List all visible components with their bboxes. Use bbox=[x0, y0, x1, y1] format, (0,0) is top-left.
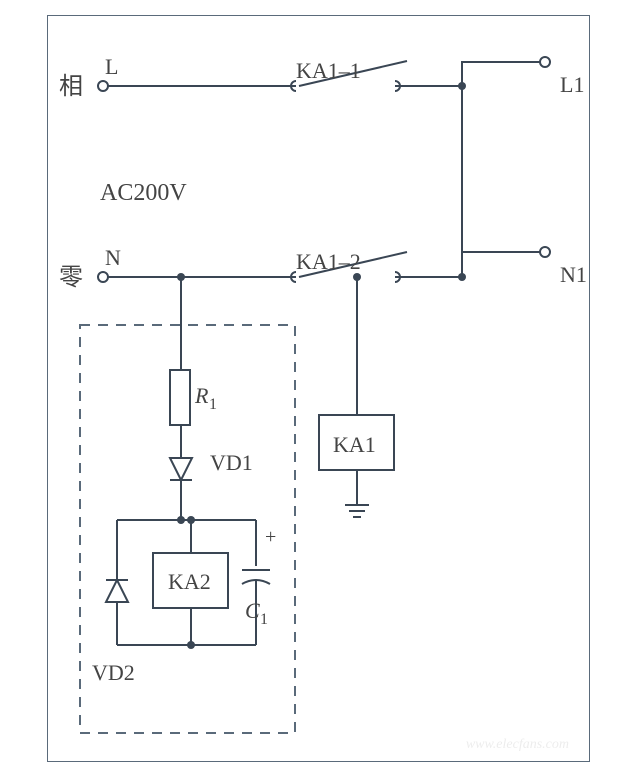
diode-vd2-triangle bbox=[106, 580, 128, 602]
label-L1: L1 bbox=[560, 72, 584, 97]
watermark-text: www.elecfans.com bbox=[466, 737, 569, 752]
junction bbox=[458, 82, 466, 90]
label-vd2: VD2 bbox=[92, 660, 135, 685]
label-r1-sub: 1 bbox=[209, 396, 217, 413]
label-vd1: VD1 bbox=[210, 450, 253, 475]
label-phase-zh: 相 bbox=[59, 73, 83, 100]
terminal-L bbox=[98, 81, 108, 91]
resistor-r1 bbox=[170, 370, 190, 425]
wire bbox=[462, 252, 545, 277]
terminal-N bbox=[98, 272, 108, 282]
label-neutral-zh: 零 bbox=[59, 265, 83, 291]
label-r1: R bbox=[194, 383, 209, 408]
terminal-N1 bbox=[540, 247, 550, 257]
label-plus: + bbox=[265, 526, 276, 548]
label-c1: C bbox=[245, 598, 260, 623]
label-c1-sub: 1 bbox=[260, 611, 268, 628]
junction bbox=[187, 641, 195, 649]
terminal-L1 bbox=[540, 57, 550, 67]
label-N1: N1 bbox=[560, 262, 587, 287]
watermark: www.elecfans.com bbox=[466, 737, 569, 753]
label-ka1: KA1 bbox=[333, 432, 376, 457]
label-ka1-1: KA1–1 bbox=[296, 58, 361, 83]
label-N: N bbox=[105, 245, 121, 270]
label-ac: AC200V bbox=[100, 180, 187, 206]
diode-vd1-triangle bbox=[170, 458, 192, 480]
junction bbox=[458, 273, 466, 281]
junction bbox=[177, 273, 185, 281]
junction bbox=[353, 273, 361, 281]
label-ka1-2: KA1–2 bbox=[296, 249, 361, 274]
label-L: L bbox=[105, 54, 118, 79]
wire bbox=[395, 62, 545, 86]
circuit-svg: 相LL1零NN1AC200VKA1–1KA1–2KA1KA2R1VD1VD2+C… bbox=[0, 0, 629, 783]
label-ka2: KA2 bbox=[168, 569, 211, 594]
junction bbox=[187, 516, 195, 524]
junction bbox=[177, 516, 185, 524]
